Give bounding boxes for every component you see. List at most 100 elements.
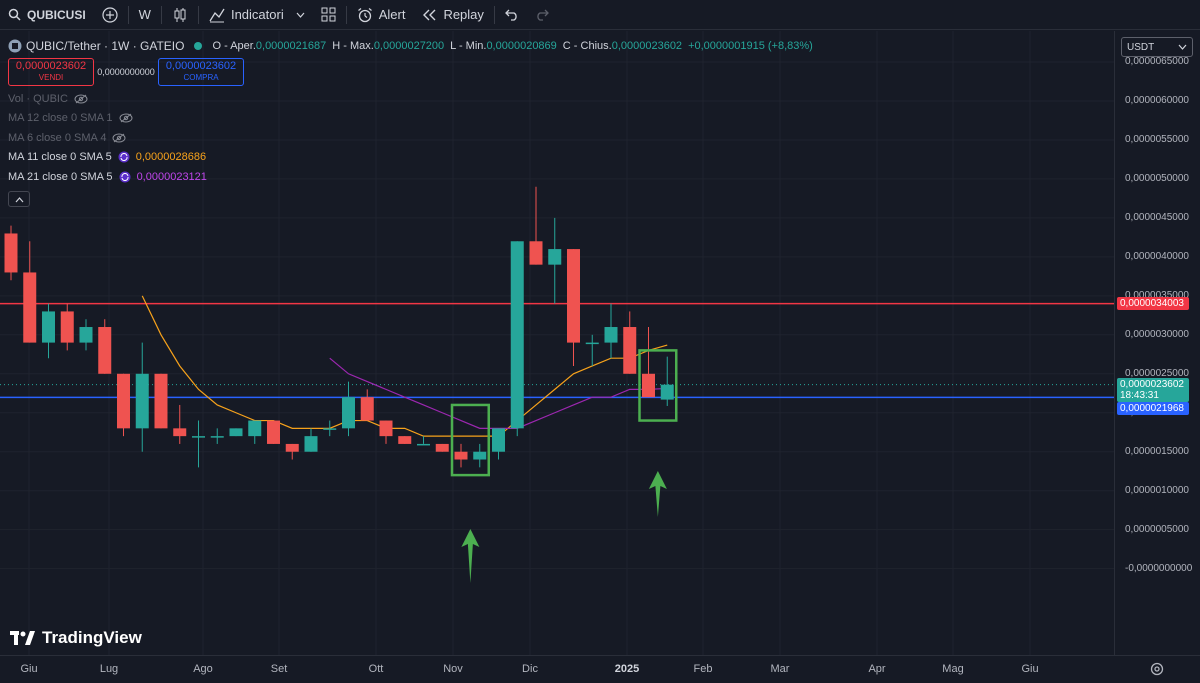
indicator-ma21[interactable]: MA 21 close 0 SMA 5 0,0000023121: [8, 167, 819, 187]
sell-price: 0,0000023602: [15, 60, 87, 72]
alert-button[interactable]: Alert: [349, 0, 414, 30]
candle-body: [135, 373, 149, 429]
price-axis-label: 0,0000055000: [1125, 133, 1189, 145]
candle-body: [248, 420, 262, 437]
indicator-ma6[interactable]: MA 6 close 0 SMA 4: [8, 128, 819, 148]
eye-off-icon[interactable]: [74, 94, 88, 104]
indicator-label: MA 12 close 0 SMA 1: [8, 112, 113, 125]
indicator-ma12[interactable]: MA 12 close 0 SMA 1: [8, 109, 819, 129]
change-value: +0,0000001915 (+8,83%): [688, 40, 813, 52]
time-axis-label: Dic: [522, 663, 538, 675]
time-axis-label: Ott: [368, 663, 384, 675]
price-axis-label: 0,0000040000: [1125, 250, 1189, 262]
time-axis-label: Feb: [693, 663, 713, 675]
grid-icon: [321, 7, 336, 22]
replay-label: Replay: [443, 7, 484, 22]
open-key: O - Aper.: [212, 40, 256, 52]
candle-body: [323, 428, 337, 430]
sync-icon[interactable]: [119, 171, 131, 183]
blue-line-price-tag: 0,0000021968: [1117, 402, 1189, 416]
candle-body: [23, 272, 37, 343]
candle-body: [454, 451, 468, 460]
candle-body: [548, 249, 562, 265]
alert-label: Alert: [378, 7, 406, 22]
candle-body: [267, 420, 280, 444]
time-axis-label: Set: [270, 663, 288, 675]
replay-button[interactable]: Replay: [413, 0, 491, 30]
time-axis-label: Apr: [868, 663, 886, 675]
plus-circle-icon: [102, 6, 118, 23]
undo-button[interactable]: [497, 0, 527, 30]
low-value: 0,0000020869: [486, 40, 557, 52]
candle-body: [210, 436, 224, 438]
candle-body: [642, 373, 655, 398]
rewind-icon: [421, 8, 437, 22]
high-key: H - Max.: [332, 40, 374, 52]
candle-body: [60, 311, 74, 343]
chevron-down-icon: [296, 12, 305, 18]
time-axis-label: Ago: [193, 663, 213, 675]
compare-button[interactable]: [94, 0, 126, 30]
eye-off-icon[interactable]: [119, 113, 133, 123]
interval-button[interactable]: W: [131, 0, 159, 30]
candles-icon: [172, 7, 188, 23]
price-axis-label: 0,0000015000: [1125, 445, 1189, 457]
price-axis-label: 0,0000060000: [1125, 94, 1189, 106]
redo-button[interactable]: [527, 0, 557, 30]
toolbar-divider: [345, 5, 347, 24]
chart-legend: QUBIC/Tether · 1W · GATEIO O - Aper. 0,00…: [8, 38, 819, 207]
layouts-button[interactable]: [313, 0, 344, 30]
trade-buttons: 0,0000023602 VENDI 0,0000000000 0,000002…: [8, 58, 819, 86]
ma11-value: 0,0000028686: [135, 151, 207, 164]
time-axis-label: Giu: [1021, 663, 1039, 675]
tradingview-logo[interactable]: TradingView: [10, 628, 142, 648]
indicator-label: MA 21 close 0 SMA 5: [8, 170, 113, 183]
indicators-button[interactable]: Indicatori: [201, 0, 313, 30]
candle-body: [304, 436, 318, 452]
symbol-title: QUBIC/Tether · 1W · GATEIO: [26, 39, 185, 53]
price-axis[interactable]: USDT 0,0000065000 0,0000060000 0,000005500…: [1114, 31, 1200, 655]
candle-body: [604, 327, 618, 343]
symbol-search[interactable]: QUBICUSI: [0, 0, 94, 30]
candle-body: [229, 428, 243, 437]
up-arrow-icon: [461, 529, 480, 583]
time-axis-label: Lug: [99, 663, 119, 675]
buy-button[interactable]: 0,0000023602 COMPRA: [158, 58, 244, 86]
candle-body: [492, 428, 505, 452]
ohlc-row: QUBIC/Tether · 1W · GATEIO O - Aper. 0,00…: [8, 38, 819, 54]
buy-label: COMPRA: [183, 73, 219, 82]
indicator-ma11[interactable]: MA 11 close 0 SMA 5 0,0000028686: [8, 148, 819, 168]
time-axis-label: Mar: [770, 663, 790, 675]
candle-body: [342, 397, 355, 429]
settings-icon[interactable]: [1150, 662, 1164, 679]
candle-body: [435, 443, 449, 452]
candle-body: [154, 373, 168, 429]
legend-collapse-button[interactable]: [8, 190, 30, 207]
price-axis-label: 0,0000050000: [1125, 172, 1189, 184]
candle-body: [192, 436, 205, 438]
toolbar-divider: [127, 5, 129, 24]
sell-button[interactable]: 0,0000023602 VENDI: [8, 58, 94, 86]
time-axis[interactable]: Giu Lug Ago Set Ott Nov Dic 2025 Feb Mar Apr Mag Giu: [0, 655, 1200, 683]
candlestick-chart[interactable]: [0, 31, 1114, 655]
eye-off-icon[interactable]: [112, 133, 126, 143]
candle-body: [585, 342, 599, 345]
ma21-value: 0,0000023121: [136, 170, 207, 183]
indicator-volume[interactable]: Vol · QUBIC: [8, 89, 819, 109]
price-axis-label: 0,0000065000: [1125, 56, 1189, 67]
currency-select[interactable]: USDT: [1121, 37, 1193, 57]
close-value: 0,0000023602: [611, 40, 683, 52]
candle-body: [417, 443, 430, 446]
alarm-clock-icon: [357, 7, 373, 23]
indicator-label: MA 11 close 0 SMA 5: [8, 151, 112, 164]
redo-icon: [535, 9, 549, 21]
indicator-label: MA 6 close 0 SMA 4: [8, 131, 107, 144]
sync-icon[interactable]: [118, 151, 130, 163]
time-axis-label: Giu: [20, 663, 38, 675]
chart-type-button[interactable]: [164, 0, 196, 30]
spread-value: 0,0000000000: [97, 67, 155, 77]
current-price: 0,0000023602: [1120, 378, 1184, 390]
toolbar-divider: [493, 5, 495, 24]
low-key: L - Min.: [450, 40, 487, 52]
candle-body: [360, 397, 374, 421]
